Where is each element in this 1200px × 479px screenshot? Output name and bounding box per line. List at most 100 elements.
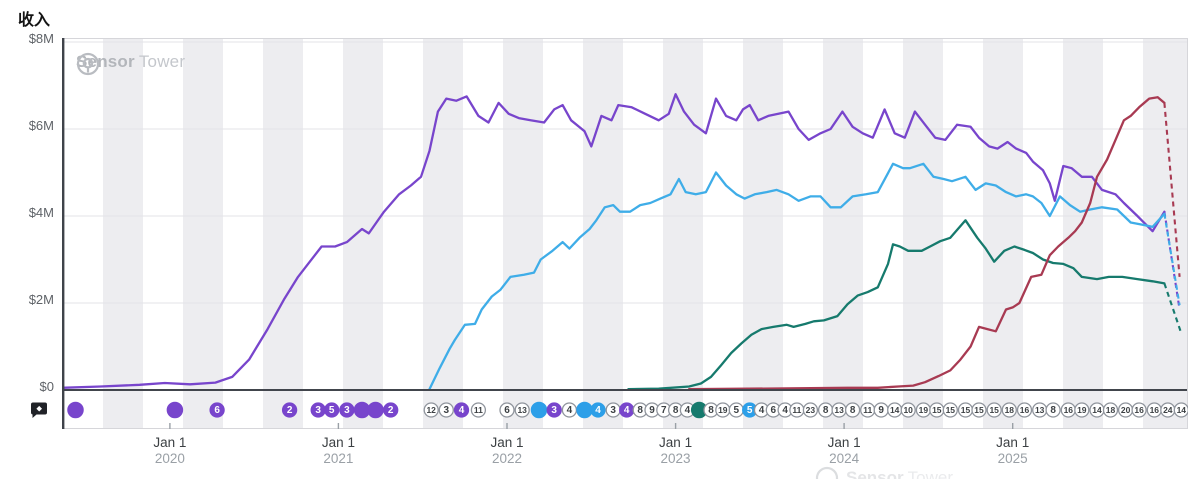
- svg-text:13: 13: [1035, 405, 1045, 415]
- svg-text:14: 14: [890, 405, 900, 415]
- event-marker[interactable]: [367, 401, 384, 419]
- event-marker[interactable]: 15: [986, 402, 1002, 418]
- y-axis-label: $6M: [28, 118, 54, 133]
- event-marker[interactable]: 9: [873, 402, 889, 418]
- svg-text:2: 2: [388, 405, 394, 416]
- x-axis-label: Jan 1 2023: [634, 435, 718, 467]
- event-marker[interactable]: 15: [957, 402, 974, 418]
- svg-text:15: 15: [961, 405, 971, 415]
- event-marker[interactable]: 10: [900, 402, 916, 418]
- event-marker[interactable]: 19: [915, 402, 932, 418]
- event-marker[interactable]: 24: [1160, 402, 1176, 418]
- event-marker[interactable]: 3: [310, 402, 326, 418]
- event-marker[interactable]: 8: [703, 402, 719, 418]
- event-marker[interactable]: 4: [561, 402, 578, 418]
- event-marker[interactable]: 8: [817, 402, 834, 418]
- revenue-line-teal-projection: [1163, 283, 1183, 334]
- event-marker[interactable]: 23: [802, 402, 819, 418]
- event-marker[interactable]: 8: [844, 402, 861, 418]
- event-marker[interactable]: 4: [679, 402, 696, 418]
- x-axis-label-date: Jan 1: [153, 435, 187, 450]
- event-marker[interactable]: 16: [1060, 402, 1076, 418]
- x-axis-label: Jan 1 2024: [802, 435, 886, 467]
- event-marker[interactable]: 11: [470, 402, 487, 418]
- svg-text:9: 9: [649, 405, 655, 416]
- x-axis-label-date: Jan 1: [321, 435, 355, 450]
- watermark-text: Sensor Tower: [846, 468, 953, 479]
- event-marker[interactable]: 5: [324, 402, 340, 418]
- x-axis-label-year: 2022: [491, 451, 523, 466]
- svg-text:10: 10: [903, 405, 913, 415]
- revenue-line-red-projection: [1163, 102, 1181, 277]
- x-axis-label: Jan 1 2020: [128, 435, 212, 467]
- event-marker[interactable]: 11: [789, 402, 805, 418]
- event-marker[interactable]: 15: [929, 402, 945, 418]
- event-marker[interactable]: 12: [423, 402, 439, 418]
- y-axis-label: $2M: [28, 292, 54, 307]
- event-marker[interactable]: [576, 401, 593, 419]
- revenue-line-red: [687, 96, 1166, 391]
- x-axis-label-year: 2023: [660, 451, 691, 466]
- x-axis-label-year: 2024: [829, 451, 860, 466]
- timeline-events-icon: [30, 401, 48, 419]
- svg-text:19: 19: [919, 405, 929, 415]
- event-marker[interactable]: 15: [942, 402, 958, 418]
- svg-text:16: 16: [1134, 405, 1144, 415]
- event-marker[interactable]: 15: [971, 402, 987, 418]
- event-marker[interactable]: 3: [438, 402, 454, 418]
- event-marker[interactable]: 19: [715, 402, 731, 418]
- svg-text:18: 18: [1005, 405, 1015, 415]
- y-axis-label: $8M: [28, 31, 54, 46]
- event-marker[interactable]: 2: [383, 402, 399, 418]
- event-marker[interactable]: 14: [1173, 402, 1188, 418]
- svg-text:3: 3: [344, 405, 350, 416]
- event-marker[interactable]: [530, 401, 548, 419]
- event-marker[interactable]: 3: [339, 402, 355, 418]
- event-marker[interactable]: 3: [605, 402, 621, 418]
- event-marker[interactable]: 3: [546, 402, 562, 418]
- event-marker[interactable]: 18: [1102, 402, 1119, 418]
- svg-text:5: 5: [329, 405, 335, 416]
- event-marker[interactable]: 19: [1074, 402, 1090, 418]
- event-marker[interactable]: 6: [499, 402, 515, 418]
- bottom-watermark: Sensor Tower: [815, 466, 1005, 479]
- revenue-line-cyan-projection: [1163, 213, 1181, 306]
- svg-text:16: 16: [1064, 405, 1074, 415]
- event-marker[interactable]: 13: [1032, 402, 1048, 418]
- event-marker[interactable]: [67, 401, 84, 419]
- event-marker[interactable]: 6: [209, 402, 225, 418]
- event-marker[interactable]: 4: [590, 402, 606, 418]
- svg-text:11: 11: [792, 405, 801, 415]
- svg-text:16: 16: [1150, 405, 1160, 415]
- event-marker[interactable]: 20: [1117, 402, 1134, 418]
- event-marker[interactable]: 13: [514, 402, 530, 418]
- svg-text:7: 7: [661, 405, 667, 416]
- event-marker[interactable]: 14: [887, 402, 903, 418]
- svg-text:13: 13: [834, 405, 844, 415]
- x-axis-label-date: Jan 1: [996, 435, 1030, 450]
- event-marker[interactable]: 13: [831, 402, 847, 418]
- event-marker[interactable]: 5: [728, 402, 744, 418]
- svg-text:14: 14: [1092, 405, 1102, 415]
- event-marker[interactable]: 18: [1001, 402, 1017, 418]
- event-marker[interactable]: 16: [1131, 402, 1147, 418]
- event-marker[interactable]: 5: [742, 402, 758, 418]
- svg-text:5: 5: [734, 405, 740, 416]
- svg-text:4: 4: [685, 405, 691, 416]
- event-marker[interactable]: 16: [1016, 402, 1033, 418]
- revenue-line-teal: [627, 219, 1166, 391]
- svg-text:11: 11: [863, 405, 872, 415]
- svg-text:9: 9: [878, 405, 884, 416]
- plot-area: 6 2 3 5 3 2 12 3 4 11 6 13 3 4 4 3 4 8 9 7 8 4 8 19 5 5 4 6 4 11 23 8 13…: [62, 38, 1188, 429]
- event-marker[interactable]: 2: [281, 402, 298, 418]
- event-marker[interactable]: 14: [1089, 402, 1105, 418]
- event-marker[interactable]: 8: [1045, 402, 1061, 418]
- event-marker[interactable]: 11: [860, 402, 876, 418]
- x-axis-label-date: Jan 1: [659, 435, 693, 450]
- svg-text:19: 19: [1077, 405, 1087, 415]
- event-marker[interactable]: 16: [1146, 402, 1162, 418]
- event-marker[interactable]: [166, 401, 184, 419]
- event-marker[interactable]: 4: [619, 402, 635, 418]
- event-marker[interactable]: 4: [453, 402, 470, 418]
